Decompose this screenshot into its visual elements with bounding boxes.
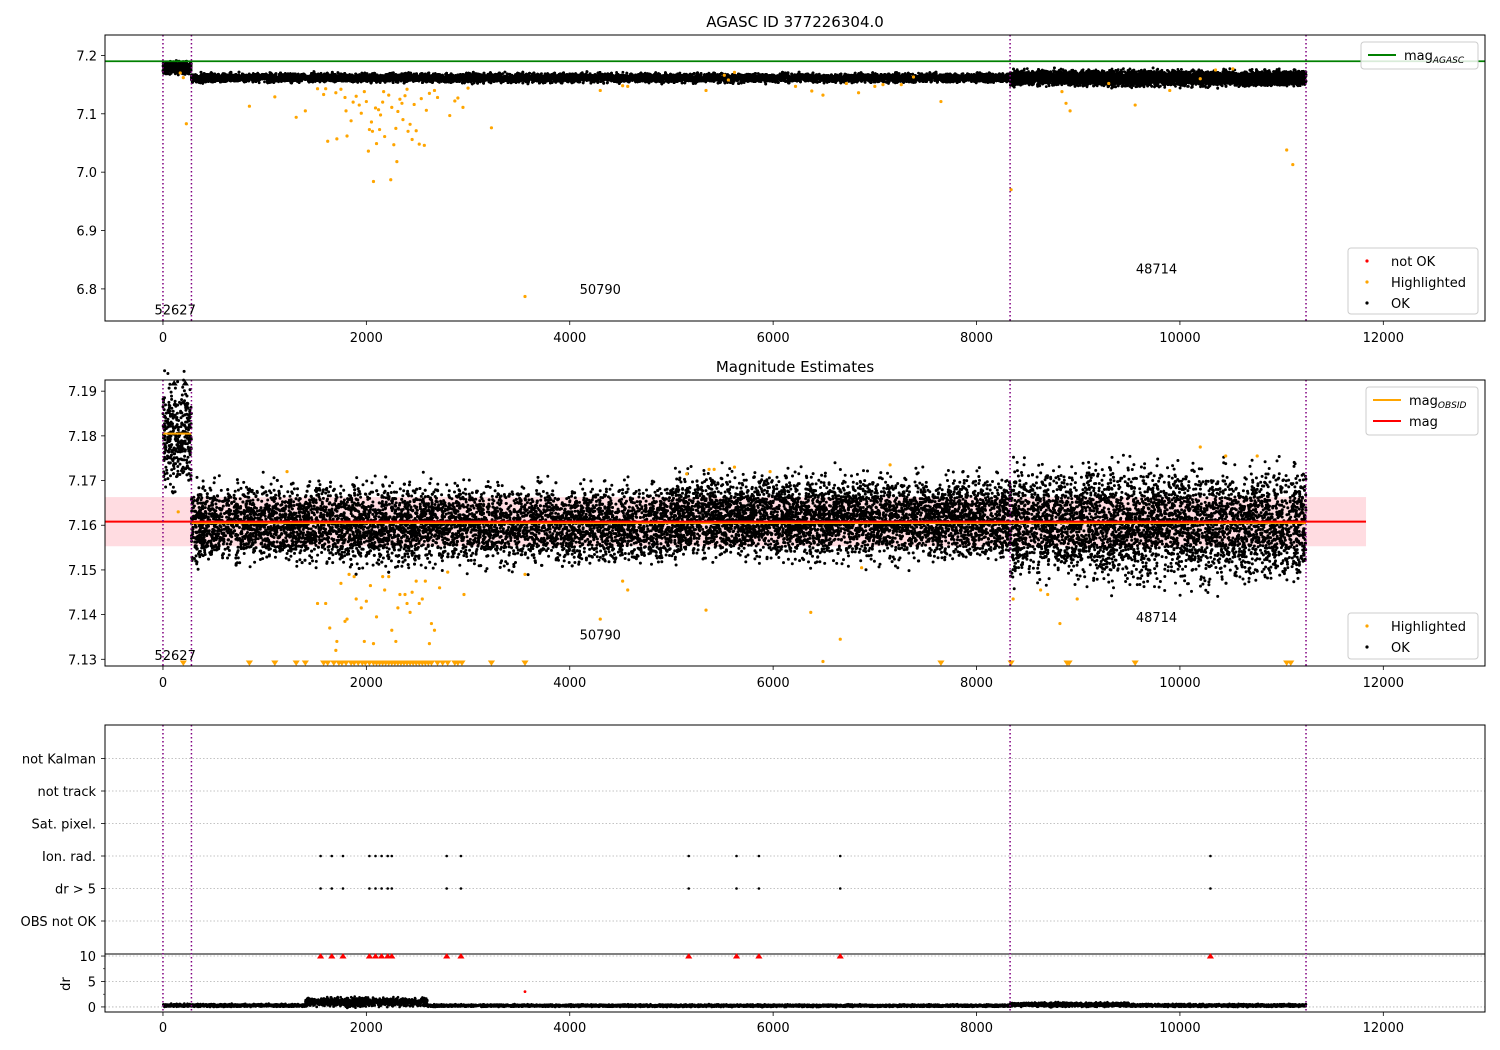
- ok-data-point: [172, 70, 175, 73]
- ok-data-point: [164, 65, 167, 68]
- y-tick-label: 6.8: [76, 283, 97, 298]
- ok-data-point: [168, 64, 171, 67]
- figure: AGASC ID 377226304.06.86.97.07.17.252627…: [0, 0, 1500, 1050]
- ok-data-point: [622, 71, 625, 74]
- ok-data-point: [169, 68, 172, 71]
- ok-data-point: [165, 69, 168, 72]
- ok-data-point: [173, 63, 176, 66]
- ok-data-point: [186, 71, 189, 74]
- chart-title: AGASC ID 377226304.0: [706, 13, 884, 31]
- y-tick-label: 7.2: [76, 49, 97, 64]
- ok-data-point: [180, 68, 183, 71]
- ok-data-point: [187, 68, 190, 71]
- ok-data-point: [178, 65, 181, 68]
- y-tick-label: 7.1: [76, 108, 97, 123]
- ok-data-point: [182, 71, 185, 74]
- ok-data-point: [258, 81, 261, 84]
- ok-data-point: [263, 81, 266, 84]
- ok-data-point: [182, 62, 185, 65]
- y-tick-label: 6.9: [76, 225, 97, 240]
- y-tick-label: 7.0: [76, 166, 97, 181]
